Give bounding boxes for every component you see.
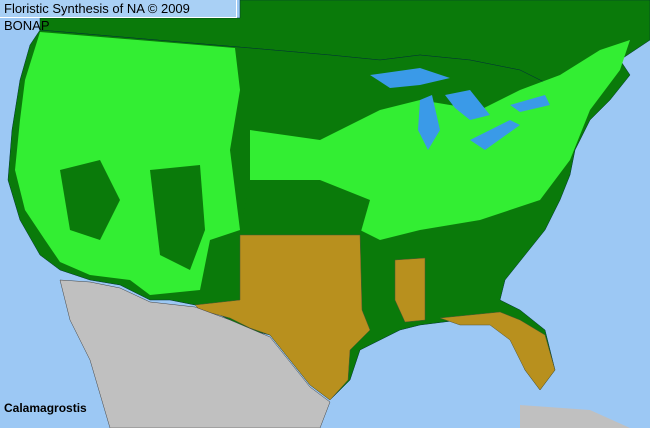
dark-patch-plains	[240, 180, 370, 235]
mexico-region	[59, 279, 331, 428]
cuba	[520, 405, 630, 428]
absent-florida	[439, 311, 556, 391]
map-title: Floristic Synthesis of NA © 2009 BONAP	[0, 0, 237, 33]
great-lakes	[370, 68, 550, 150]
dark-patch-west	[60, 160, 120, 240]
dark-patch-nv	[150, 165, 205, 270]
absent-mississippi	[394, 257, 426, 323]
taxon-label: Calamagrostis	[4, 401, 87, 415]
absent-texas-oklahoma	[194, 234, 371, 401]
